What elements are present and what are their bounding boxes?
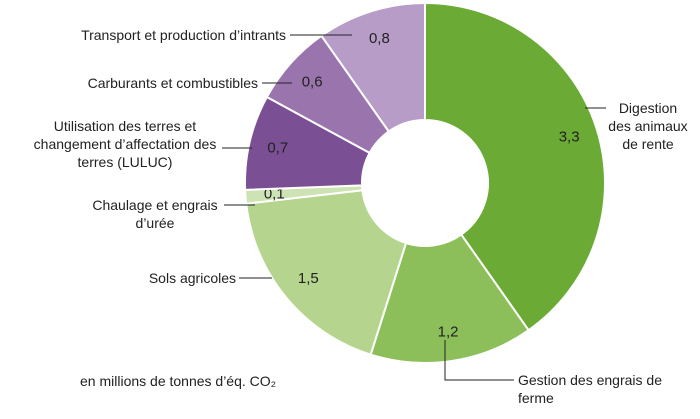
leader-line [444, 340, 514, 381]
category-label: Chaulage et engrais d’urée [92, 197, 218, 231]
value-label: 0,8 [369, 30, 390, 47]
value-label: 1,2 [438, 323, 459, 340]
value-label: 0,7 [267, 140, 288, 157]
value-label: 0,6 [302, 73, 323, 90]
donut-slice [424, 1, 606, 332]
donut-slice [245, 189, 408, 356]
value-label: 3,3 [559, 128, 580, 145]
category-label: Utilisation des terres et changement d’a… [33, 118, 217, 170]
category-label: Digestion des animaux de rente [608, 100, 688, 152]
donut-slice [369, 233, 530, 364]
category-label: Gestion des engrais de ferme [518, 372, 662, 406]
category-label: Sols agricoles [148, 270, 236, 286]
category-label: Carburants et combustibles [87, 75, 258, 91]
category-label: Transport et production d’intrants [81, 27, 286, 43]
value-label: 1,5 [298, 270, 319, 287]
unit-note: en millions de tonnes d’éq. CO₂ [80, 373, 277, 389]
